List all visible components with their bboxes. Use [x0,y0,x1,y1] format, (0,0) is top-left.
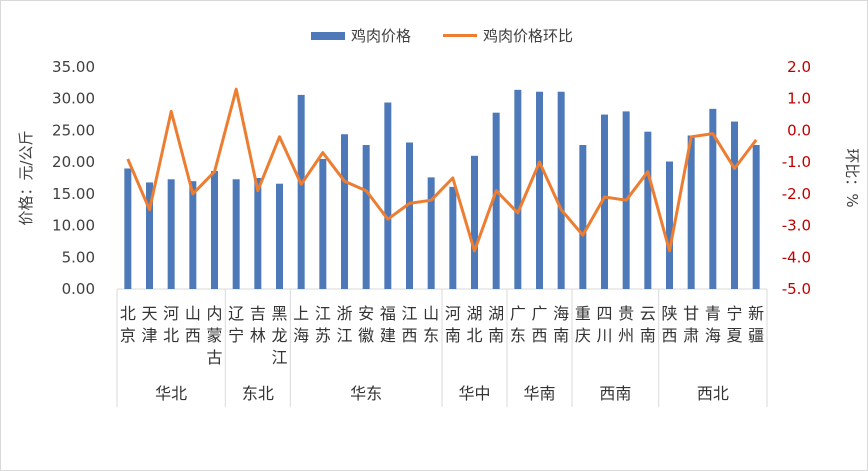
bar [579,145,587,289]
bar [319,158,327,289]
x-tick-label: 江西 [401,304,417,345]
x-tick-label: 陕西 [661,304,677,345]
x-tick-label: 青海 [705,304,721,345]
bar [601,114,608,289]
bar [427,177,435,289]
group-label: 华南 [523,384,555,403]
bar [341,134,348,289]
x-tick-label: 河北 [163,304,179,345]
x-tick-label: 重庆 [575,304,591,345]
bar [146,182,153,289]
line-series [126,87,758,253]
y2-tick-label: -2.0 [782,185,811,203]
bar [731,121,738,289]
x-tick-label: 广东 [510,304,526,345]
y-tick-label: 10.00 [52,217,95,235]
y-tick-label: 5.00 [62,248,95,266]
bar [254,178,262,289]
bar [384,102,392,290]
x-tick-label: 黑龙江 [271,304,287,367]
x-tick-label: 内蒙古 [206,304,222,367]
y-axis-title: 价格：元/公斤 [17,130,35,225]
legend-line-swatch [443,34,478,37]
bar [752,145,760,289]
legend-item-bar: 鸡肉价格 [311,25,411,46]
y-tick-label: 30.00 [52,90,95,108]
x-tick-label: 河南 [445,304,461,345]
x-tick-label: 海南 [553,304,569,345]
y2-tick-label: 1.0 [787,90,811,108]
x-tick-label: 北京 [120,304,136,345]
y-tick-label: 25.00 [52,121,95,139]
x-tick-label: 吉林 [250,304,266,345]
group-label: 西北 [697,384,729,403]
bar [449,186,457,289]
x-tick-label: 广西 [531,304,547,345]
x-tick-label: 浙江 [336,304,352,345]
x-tick-label: 四川 [596,304,612,345]
y2-tick-label: -3.0 [782,217,811,235]
y2-tick-label: 0.0 [787,121,811,139]
x-tick-label: 云南 [640,304,656,345]
y2-tick-label: -4.0 [782,248,811,266]
bar [362,145,370,289]
bar [124,168,132,289]
bar [167,179,175,289]
x-tick-label: 江苏 [315,304,331,345]
legend: 鸡肉价格 鸡肉价格环比 [311,25,573,46]
bar [557,91,565,289]
legend-item-line: 鸡肉价格环比 [443,25,573,46]
y-tick-label: 0.00 [62,280,95,298]
x-tick-label: 山东 [423,304,439,345]
legend-bar-swatch [311,31,345,40]
bar [232,179,240,289]
bar [514,89,522,289]
y2-tick-label: -5.0 [782,280,811,298]
x-tick-label: 安徽 [358,304,374,345]
bar [211,171,218,289]
x-tick-label: 辽宁 [228,304,244,345]
legend-bar-label: 鸡肉价格 [351,27,412,45]
y2-tick-label: 2.0 [787,58,811,76]
group-label: 华北 [155,384,187,403]
bar [709,108,717,289]
bar [666,161,673,289]
bar [189,181,197,289]
x-tick-label: 上海 [293,304,309,345]
x-tick-label: 宁夏 [726,304,742,345]
bar [536,91,543,289]
bar [644,131,652,289]
bar [276,183,283,289]
x-tick-label: 贵州 [618,304,634,345]
group-label: 华中 [458,384,490,403]
bar [492,112,500,289]
y-tick-label: 20.00 [52,153,95,171]
group-label: 华东 [350,384,382,403]
y2-axis-title: 环比：% [843,148,861,207]
y-tick-label: 35.00 [52,58,95,76]
bar [406,142,413,289]
y2-tick-label: -1.0 [782,153,811,171]
bar [297,94,305,289]
x-tick-label: 天津 [141,304,157,345]
x-tick-label: 湖北 [466,304,482,345]
x-tick-label: 山西 [185,304,201,345]
x-tick-label: 新疆 [748,304,764,345]
bar [471,155,478,289]
x-tick-label: 湖南 [488,304,504,345]
bar [687,135,695,289]
legend-line-label: 鸡肉价格环比 [483,27,574,45]
x-tick-label: 甘肃 [683,304,699,345]
y-tick-label: 15.00 [52,185,95,203]
x-tick-label: 福建 [380,304,396,345]
group-label: 东北 [242,384,274,403]
group-label: 西南 [599,384,631,403]
